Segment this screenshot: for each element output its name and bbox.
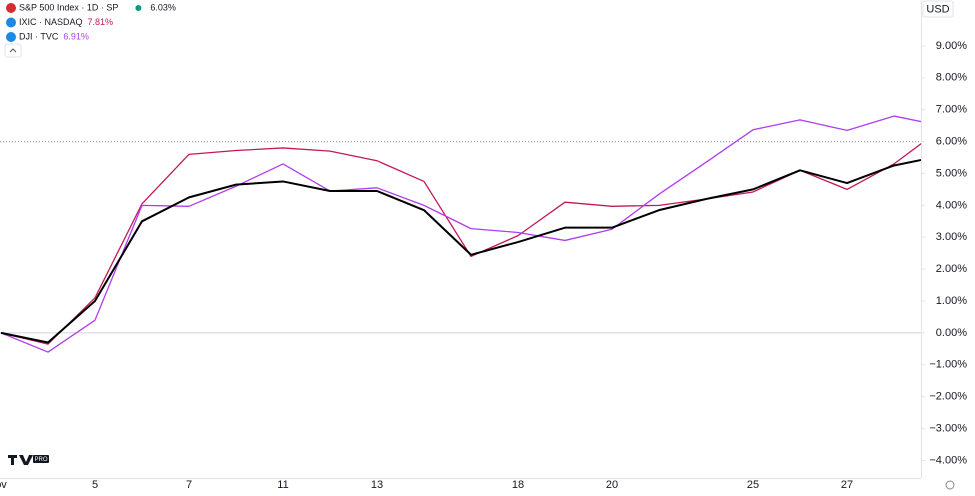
- legend: S&P 500 Index · 1D · SP 6.03% IXIC · NASDA…: [6, 2, 176, 42]
- plot-area: [0, 115, 921, 353]
- x-tick-label: 25: [747, 479, 759, 491]
- collapse-button[interactable]: [4, 43, 22, 58]
- logo-badge: [33, 455, 49, 463]
- series-line: [0, 142, 921, 345]
- y-tick-label: −1.00%: [929, 359, 967, 371]
- x-tick-label: 13: [371, 479, 383, 491]
- currency: USD: [926, 3, 949, 15]
- y-tick-label: 6.00%: [936, 135, 967, 147]
- settings-icon[interactable]: [945, 480, 955, 490]
- series-line: [0, 115, 921, 353]
- y-tick-label: −3.00%: [929, 422, 967, 434]
- x-tick-label: ov: [0, 479, 7, 491]
- y-tick-label: 7.00%: [936, 104, 967, 116]
- legend-icon: [6, 17, 16, 28]
- x-tick-label: 20: [606, 479, 618, 491]
- y-tick-label: 0.00%: [936, 327, 967, 339]
- x-tick-label: 7: [186, 479, 192, 491]
- logo-text: PRO: [34, 457, 47, 463]
- y-tick-label: 9.00%: [936, 40, 967, 52]
- legend-value: 6.03%: [150, 2, 176, 12]
- x-tick-label: 27: [841, 479, 853, 491]
- series-line: [0, 158, 921, 344]
- y-tick-label: −2.00%: [929, 391, 967, 403]
- x-tick-label: 11: [277, 479, 288, 491]
- logo-mark: [8, 455, 33, 465]
- y-tick-label: 4.00%: [936, 199, 967, 211]
- y-tick-label: 8.00%: [936, 72, 967, 84]
- collapse-icon: [9, 48, 17, 53]
- currency-button[interactable]: [922, 0, 954, 18]
- x-tick-label: 18: [512, 479, 524, 491]
- y-tick-label: 3.00%: [936, 231, 967, 243]
- legend-dot: [135, 5, 142, 11]
- x-tick-label: 5: [92, 479, 98, 491]
- legend-name: IXIC · NASDAQ: [19, 17, 83, 27]
- legend-icon: [6, 32, 16, 42]
- legend-value: 7.81%: [88, 17, 114, 27]
- y-tick-label: 2.00%: [936, 263, 967, 275]
- logo: PRO: [8, 455, 49, 465]
- legend-name: DJI · TVC: [19, 31, 59, 41]
- y-tick-label: 1.00%: [936, 295, 967, 307]
- y-tick-label: −4.00%: [929, 454, 967, 466]
- legend-name: S&P 500 Index · 1D · SP: [19, 2, 118, 12]
- y-tick-label: 5.00%: [936, 167, 967, 179]
- legend-value: 6.91%: [63, 31, 89, 41]
- legend-icon: [6, 3, 16, 13]
